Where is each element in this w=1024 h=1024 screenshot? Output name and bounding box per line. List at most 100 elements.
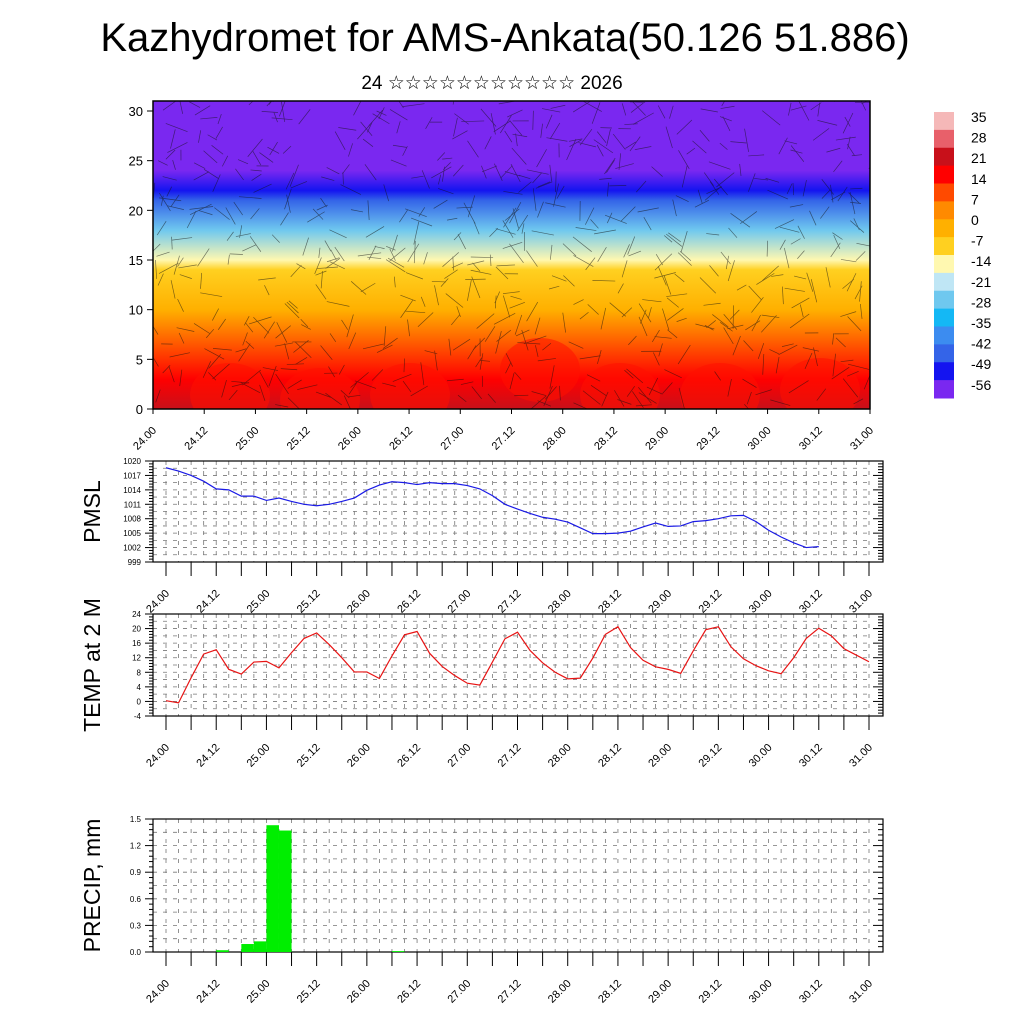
warm-core	[780, 358, 860, 409]
wind-barb	[748, 285, 762, 300]
wind-barb	[271, 117, 293, 121]
wind-barb	[481, 165, 498, 173]
wind-barb	[699, 277, 717, 294]
wind-barb	[179, 274, 192, 279]
wind-barb	[288, 300, 298, 309]
wind-barb	[162, 101, 177, 111]
wind-barb	[229, 253, 243, 255]
y-tick-label: 15	[129, 253, 143, 268]
y-tick-label: 1017	[123, 471, 141, 480]
wind-barb	[621, 260, 628, 278]
wind-barb	[672, 199, 677, 217]
wind-barb	[842, 378, 859, 398]
wind-barb	[512, 133, 528, 138]
colorbar-label: -35	[971, 315, 991, 331]
wind-barb	[504, 171, 521, 177]
wind-barb	[518, 181, 532, 193]
wind-barb	[253, 317, 270, 334]
wind-barb	[744, 128, 749, 153]
wind-barb	[643, 217, 652, 231]
y-tick-label: 1008	[123, 515, 141, 524]
wind-barb	[849, 191, 856, 215]
colorbar-swatch	[934, 219, 954, 238]
wind-barb	[837, 186, 848, 202]
wind-barb	[471, 386, 482, 400]
y-tick-label: 8	[137, 668, 142, 677]
wind-barb	[347, 394, 361, 398]
wind-barb	[284, 343, 290, 360]
wind-barb	[156, 220, 167, 236]
wind-barb	[596, 144, 604, 157]
wind-barb	[635, 404, 652, 407]
y-tick-label: 20	[129, 203, 143, 218]
wind-barb	[193, 162, 206, 169]
wind-barb	[284, 303, 300, 319]
wind-barb	[847, 363, 870, 370]
wind-barb	[515, 133, 518, 147]
wind-barb	[624, 369, 634, 379]
wind-barb	[334, 246, 345, 262]
wind-barb	[457, 394, 467, 403]
wind-barb	[632, 101, 646, 116]
wind-barb	[261, 111, 278, 113]
wind-barb	[452, 338, 471, 351]
wind-barb	[664, 235, 673, 243]
wind-barb	[162, 176, 177, 181]
wind-barb	[699, 129, 710, 142]
wind-barb	[382, 382, 396, 387]
wind-barb	[779, 239, 786, 250]
x-tick-label: 28.00	[541, 425, 569, 453]
wind-barb	[694, 199, 710, 208]
wind-barb	[722, 116, 731, 132]
x-tick-label: 25.00	[245, 978, 273, 1006]
wind-barb	[664, 369, 682, 379]
wind-barb	[348, 332, 357, 350]
x-tick-label: 31.00	[847, 742, 875, 770]
wind-barb	[153, 356, 159, 367]
x-tick-label: 30.12	[797, 425, 825, 453]
wind-barb	[453, 232, 462, 241]
x-tick-label: 30.12	[797, 742, 825, 770]
colorbar-swatch	[934, 183, 954, 202]
wind-barb	[545, 202, 566, 208]
grid	[153, 614, 870, 716]
wind-barb	[235, 348, 247, 353]
wind-barb	[812, 128, 830, 141]
wind-barb	[245, 341, 255, 349]
wind-barb	[177, 298, 184, 312]
wind-barb	[198, 210, 213, 216]
wind-barb	[437, 152, 446, 161]
wind-barb	[315, 284, 327, 300]
x-tick-label: 29.12	[695, 425, 723, 453]
wind-barb	[590, 384, 607, 396]
wind-barb	[790, 105, 807, 111]
wind-barb	[200, 272, 203, 289]
wind-barb	[367, 200, 370, 220]
wind-barb	[614, 408, 616, 409]
wind-barb	[243, 316, 250, 326]
wind-barb	[797, 225, 805, 239]
wind-barb	[402, 380, 412, 393]
wind-barb	[338, 364, 345, 375]
wind-barb	[496, 264, 516, 267]
wind-barb	[465, 278, 486, 280]
wind-barb	[712, 314, 729, 328]
wind-barb	[155, 259, 158, 279]
colorbar-swatch	[934, 290, 954, 310]
colorbar-swatch	[934, 129, 954, 149]
wind-barb	[604, 157, 616, 175]
wind-barb	[762, 265, 779, 281]
colorbar-swatch	[934, 308, 954, 327]
wind-barb	[612, 133, 626, 150]
wind-barb	[280, 368, 298, 371]
wind-barb	[326, 301, 350, 307]
wind-barb	[479, 360, 491, 362]
wind-barb	[269, 141, 278, 156]
wind-barb	[348, 143, 353, 157]
colorbar-label: 28	[971, 130, 987, 146]
wind-barb	[846, 143, 855, 156]
wind-barb	[170, 129, 176, 149]
wind-barb	[329, 333, 337, 343]
wind-barb	[541, 108, 561, 113]
chart-title: Kazhydromet for AMS-Ankata(50.126 51.886…	[100, 16, 910, 60]
